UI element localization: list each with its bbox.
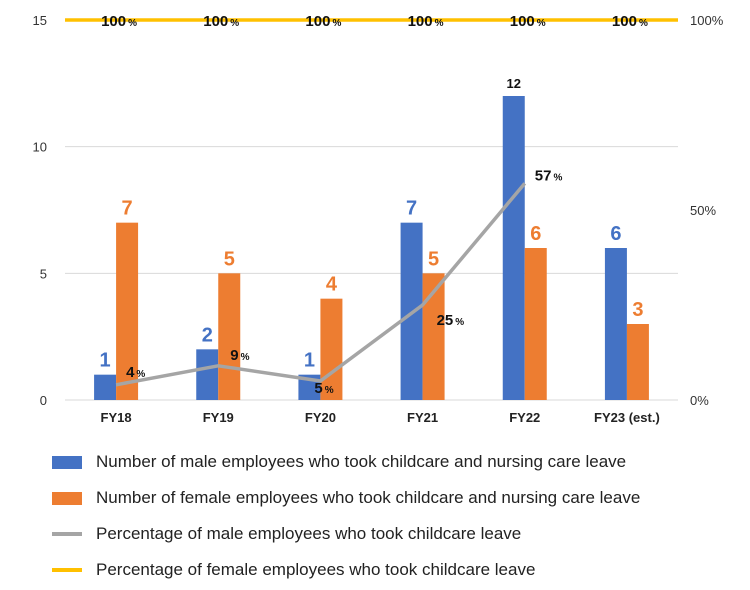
left-tick-label: 5 [40,266,47,281]
bars [94,96,649,400]
bar-value-label: 5 [428,248,439,270]
bar-female [422,273,445,400]
bar-female [320,298,343,400]
legend-item-male-count: Number of male employees who took childc… [52,444,742,480]
bar-female [524,248,547,400]
legend-item-female-percentage: Percentage of female employees who took … [52,552,742,588]
bar-value-label: 3 [632,299,643,321]
left-tick-label: 10 [33,140,47,155]
bar-value-label: 4 [326,274,338,296]
line-value-label: 100% [305,13,341,30]
bar-male [196,349,219,400]
bar-value-label: 7 [406,198,417,220]
category-label: FY18 [101,410,132,425]
bar-value-label: 1 [304,350,315,372]
legend-item-female-count: Number of female employees who took chil… [52,480,742,516]
legend-label-female-count: Number of female employees who took chil… [96,488,641,507]
bar-value-label: 2 [202,324,213,346]
bar-value-label: 1 [100,350,111,372]
bar-female [116,222,139,400]
category-label: FY21 [407,410,438,425]
legend-label-male-percentage: Percentage of male employees who took ch… [96,524,522,543]
left-tick-label: 15 [33,13,47,28]
legend-swatch-male-count [52,455,82,469]
right-tick-label: 50% [690,203,716,218]
line-value-label: 9% [230,347,249,364]
bar-male [502,96,525,400]
bar-value-label: 7 [122,198,133,220]
category-label: FY19 [203,410,234,425]
category-label: FY22 [509,410,540,425]
bar-male [94,374,117,400]
line-value-label: 25% [437,312,465,329]
bar-female [626,324,649,400]
right-axis-ticks: 0% 50% 100% [690,13,724,408]
bar-value-label: 6 [530,223,541,245]
right-tick-label: 0% [690,393,709,408]
line-value-label: 57% [535,167,563,184]
line-value-label: 4% [126,364,145,381]
legend-label-female-percentage: Percentage of female employees who took … [96,560,536,579]
line-value-label: 100% [408,13,444,30]
bar-value-label: 5 [224,248,235,270]
category-labels: FY18 FY19 FY20 FY21 FY22 FY23 (est.) [101,410,660,425]
line-male-percentage [115,182,527,387]
legend-swatch-female-count [52,491,82,505]
line-value-label: 100% [510,13,546,30]
legend-swatch-male-percentage [52,532,82,536]
left-axis-ticks: 0 5 10 15 [33,13,47,408]
legend: Number of male employees who took childc… [52,444,742,588]
lines [65,18,678,387]
line-value-label: 100% [203,13,239,30]
category-label: FY20 [305,410,336,425]
left-tick-label: 0 [40,393,47,408]
legend-label-male-count: Number of male employees who took childc… [96,452,627,471]
bar-female [218,273,241,400]
line-value-label: 5% [314,380,333,397]
legend-swatch-female-percentage [52,568,82,572]
right-tick-label: 100% [690,13,724,28]
legend-item-male-percentage: Percentage of male employees who took ch… [52,516,742,552]
bar-value-label: 12 [507,76,521,91]
bar-value-label: 6 [610,223,621,245]
category-label: FY23 (est.) [594,410,660,425]
line-value-label: 100% [612,13,648,30]
bar-male [604,248,627,400]
line-value-label: 100% [101,13,137,30]
